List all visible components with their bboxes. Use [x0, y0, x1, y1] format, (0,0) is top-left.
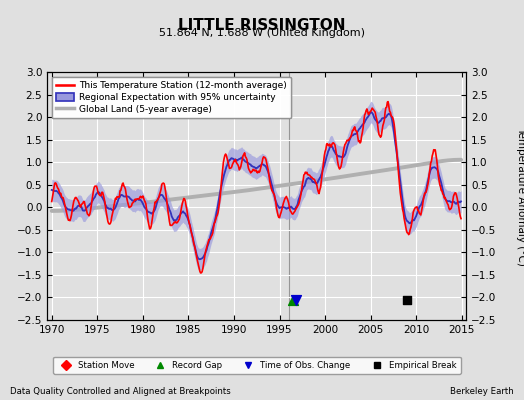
Text: Berkeley Earth: Berkeley Earth [450, 387, 514, 396]
Legend: This Temperature Station (12-month average), Regional Expectation with 95% uncer: This Temperature Station (12-month avera… [52, 76, 291, 118]
Y-axis label: Temperature Anomaly (°C): Temperature Anomaly (°C) [516, 126, 524, 266]
Text: Data Quality Controlled and Aligned at Breakpoints: Data Quality Controlled and Aligned at B… [10, 387, 231, 396]
Point [289, 296, 298, 303]
Point [403, 296, 411, 303]
Text: LITTLE RISSINGTON: LITTLE RISSINGTON [178, 18, 346, 33]
Text: 51.864 N, 1.688 W (United Kingdom): 51.864 N, 1.688 W (United Kingdom) [159, 28, 365, 38]
Point [292, 296, 300, 303]
